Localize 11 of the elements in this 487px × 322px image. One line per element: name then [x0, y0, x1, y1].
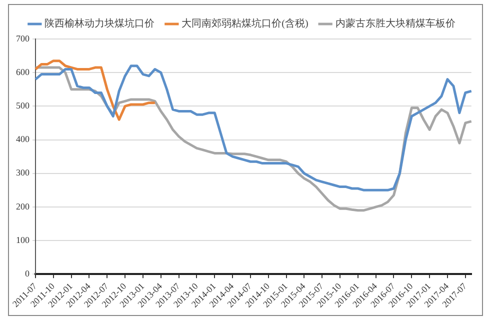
legend-label: 内蒙古东胜大块精煤车板价	[335, 18, 456, 30]
y-tick-label: 100	[16, 234, 30, 245]
y-tick-label: 500	[16, 100, 30, 111]
y-tick-label: 700	[16, 33, 30, 44]
y-tick-label: 600	[16, 66, 30, 77]
legend-label: 大同南郊弱粘煤坑口价(含税)	[182, 18, 308, 30]
y-tick-label: 400	[16, 134, 30, 144]
y-tick-label: 0	[25, 268, 30, 279]
y-tick-label: 300	[16, 168, 30, 178]
y-tick-label: 200	[16, 201, 30, 212]
legend-label: 陕西榆林动力块煤坑口价	[44, 18, 155, 30]
